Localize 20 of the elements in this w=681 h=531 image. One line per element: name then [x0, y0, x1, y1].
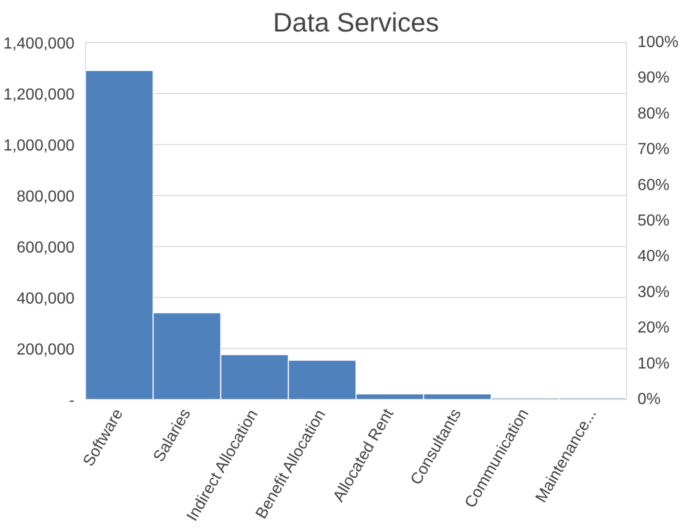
y2-tick-label: 100%: [638, 34, 678, 51]
y2-tick-label: 60%: [638, 176, 670, 194]
y2-tick-label: 70%: [638, 141, 670, 158]
y-tick-label: 1,400,000: [3, 36, 75, 52]
y-tick-label: 1,200,000: [3, 86, 75, 104]
y2-tick-label: 80%: [638, 105, 670, 122]
y-tick-label: 1,000,000: [3, 138, 75, 154]
y2-tick-label: 40%: [638, 248, 670, 266]
y-tick-label: 800,000: [16, 188, 75, 206]
y2-tick-label: 10%: [638, 355, 670, 372]
y2-tick-label: 30%: [638, 284, 670, 301]
y2-tick-label: 90%: [638, 70, 670, 87]
y-tick-label: -: [69, 392, 74, 410]
y-tick-label: 400,000: [16, 290, 75, 308]
y2-tick-label: 0%: [638, 391, 661, 408]
y2-tick-label: 50%: [638, 212, 670, 230]
y-tick-label: 200,000: [16, 342, 75, 358]
chart-title: Data Services: [273, 8, 439, 38]
y-tick-label: 600,000: [16, 240, 75, 256]
y2-tick-label: 20%: [638, 320, 670, 337]
